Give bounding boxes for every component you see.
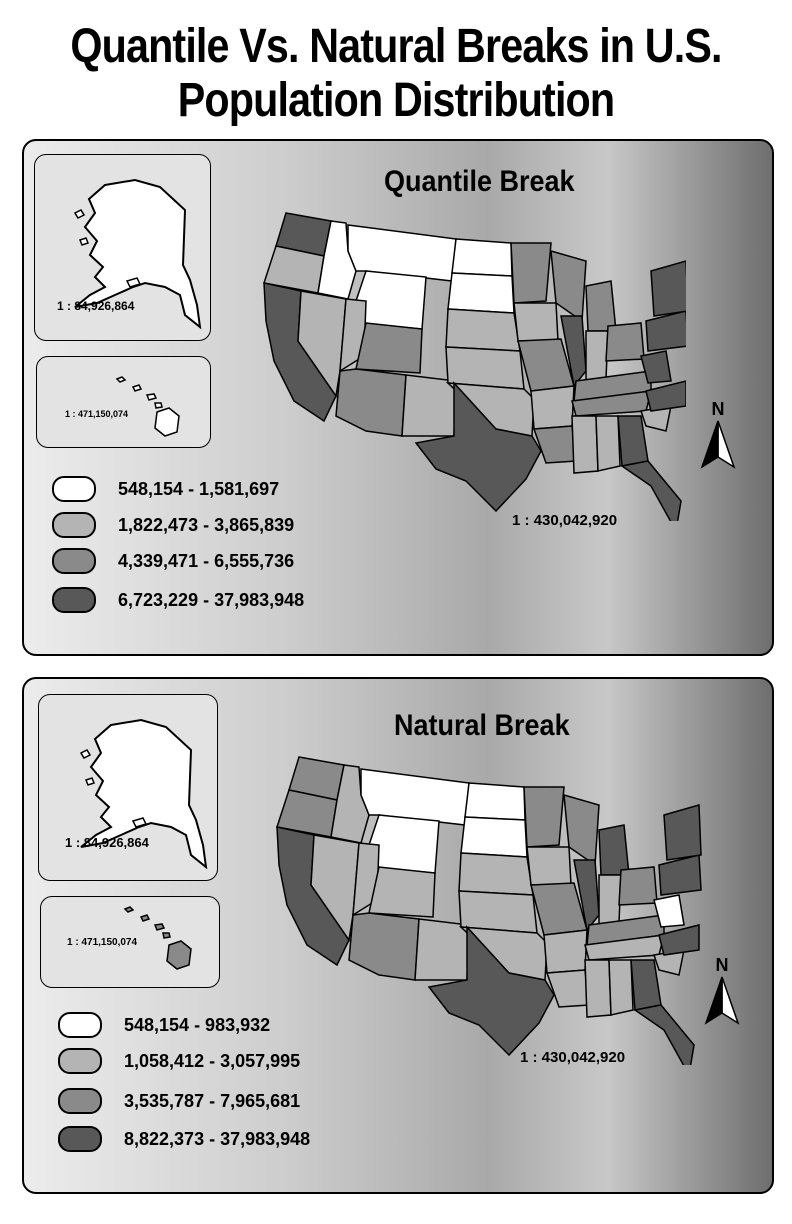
alaska-inset: 1 : 84,926,864: [34, 154, 211, 341]
legend-swatch-4: [52, 587, 96, 613]
quantile-panel: Quantile Break 1 : 84,926,864 1 : 471,15…: [22, 139, 774, 656]
legend-label-4: 8,822,373 - 37,983,948: [124, 1128, 311, 1149]
hawaii-scale: 1 : 471,150,074: [67, 937, 138, 948]
north-arrow-natural: N: [702, 955, 742, 1025]
legend-item-4: 6,723,229 - 37,983,948: [52, 586, 304, 614]
legend-item-1: 548,154 - 1,581,697: [52, 475, 279, 503]
title-line-2: Population Distribution: [177, 74, 615, 127]
alaska-map: [79, 718, 208, 870]
legend-item-2: 1,058,412 - 3,057,995: [58, 1047, 300, 1075]
north-arrow-icon: [700, 420, 736, 469]
legend-label-3: 4,339,471 - 6,555,736: [118, 550, 295, 571]
quantile-heading: Quantile Break: [384, 165, 575, 198]
legend-swatch-4: [58, 1126, 102, 1152]
legend-label-2: 1,822,473 - 3,865,839: [118, 514, 295, 535]
legend-label-1: 548,154 - 983,932: [124, 1014, 271, 1035]
legend-label-1: 548,154 - 1,581,697: [118, 478, 280, 499]
natural-panel: Natural Break 1 : 84,926,864 1 : 471,150…: [22, 677, 774, 1194]
legend-swatch-1: [58, 1012, 102, 1038]
alaska-inset: 1 : 84,926,864: [38, 694, 218, 881]
legend-item-3: 3,535,787 - 7,965,681: [58, 1087, 300, 1115]
legend-item-2: 1,822,473 - 3,865,839: [52, 511, 294, 539]
legend-item-3: 4,339,471 - 6,555,736: [52, 547, 294, 575]
us-map-natural: [276, 756, 702, 1065]
alaska-map: [73, 178, 202, 330]
north-arrow-quantile: N: [698, 399, 738, 469]
natural-heading: Natural Break: [394, 709, 570, 742]
north-label: N: [715, 955, 729, 975]
legend-swatch-3: [58, 1088, 102, 1114]
title-line-1: Quantile Vs. Natural Breaks in U.S.: [70, 20, 722, 73]
legend-item-4: 8,822,373 - 37,983,948: [58, 1125, 310, 1153]
north-label: N: [711, 399, 725, 419]
main-scale-quantile: 1 : 430,042,920: [512, 512, 618, 529]
hawaii-scale: 1 : 471,150,074: [65, 409, 129, 419]
legend-label-3: 3,535,787 - 7,965,681: [124, 1090, 301, 1111]
legend-swatch-3: [52, 548, 96, 574]
legend-swatch-1: [52, 476, 96, 502]
hawaii-inset: 1 : 471,150,074: [40, 896, 220, 988]
legend-label-2: 1,058,412 - 3,057,995: [124, 1050, 301, 1071]
hawaii-map: [123, 906, 192, 970]
legend-item-1: 548,154 - 983,932: [58, 1011, 270, 1039]
main-scale-natural: 1 : 430,042,920: [520, 1049, 626, 1066]
hawaii-inset: 1 : 471,150,074: [36, 356, 211, 448]
legend-swatch-2: [52, 512, 96, 538]
alaska-scale: 1 : 84,926,864: [65, 835, 149, 850]
hawaii-map: [115, 376, 180, 437]
legend-swatch-2: [58, 1048, 102, 1074]
us-map-quantile: [263, 212, 686, 521]
legend-label-4: 6,723,229 - 37,983,948: [118, 589, 305, 610]
north-arrow-icon: [704, 976, 740, 1025]
alaska-scale: 1 : 84,926,864: [57, 299, 135, 313]
